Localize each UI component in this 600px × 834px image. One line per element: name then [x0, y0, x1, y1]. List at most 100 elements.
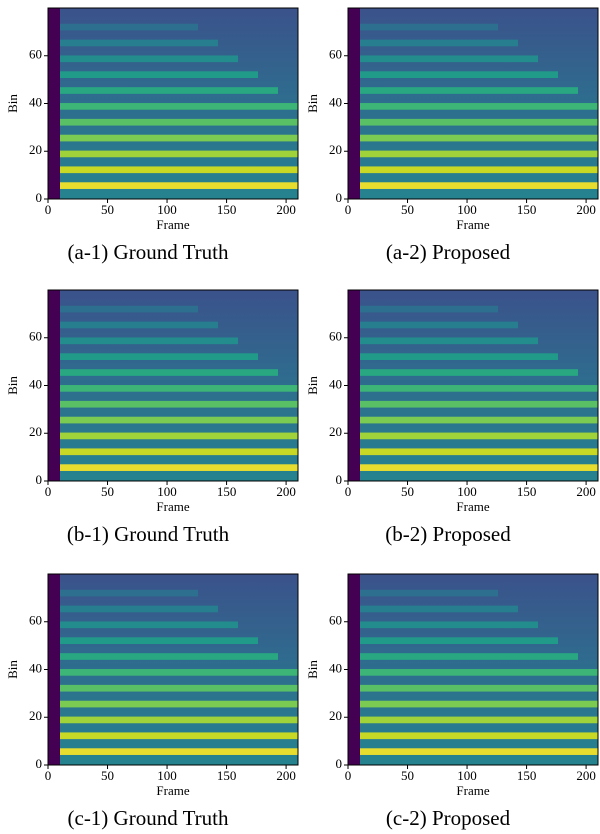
y-tick-label: 20: [329, 424, 342, 439]
harmonic-stripe: [348, 134, 598, 142]
silence-band: [348, 574, 360, 765]
harmonic-stripe: [348, 416, 598, 424]
harmonic-stripe: [48, 166, 298, 174]
caption: (b-1) Ground Truth: [67, 522, 230, 546]
y-tick-label: 20: [329, 142, 342, 157]
x-axis-label: Frame: [156, 217, 189, 232]
harmonic-stripe: [348, 448, 598, 456]
y-tick-label: 40: [329, 94, 342, 109]
harmonic-stripe: [348, 748, 598, 755]
harmonic-stripe: [48, 716, 298, 724]
y-tick-label: 0: [36, 756, 43, 771]
silence-band: [48, 574, 60, 765]
harmonic-stripe: [48, 464, 298, 471]
x-tick-label: 150: [217, 202, 237, 217]
y-axis-label: Bin: [305, 660, 320, 679]
y-axis-label: Bin: [305, 376, 320, 395]
y-tick-label: 20: [29, 708, 42, 723]
harmonic-stripe: [48, 700, 298, 708]
x-tick-label: 150: [517, 768, 537, 783]
x-tick-label: 150: [517, 484, 537, 499]
harmonic-stripe: [348, 55, 538, 63]
harmonic-stripe: [348, 118, 598, 126]
y-tick-label: 20: [29, 142, 42, 157]
subplot: 0 50 100 150 200 0 20 40 60 Frame Bin (c-2) Propose…: [305, 573, 599, 830]
harmonic-stripe: [348, 321, 518, 329]
x-tick-label: 100: [157, 768, 177, 783]
harmonic-stripe: [348, 103, 598, 110]
subplot: 0 50 100 150 200 0 20 40 60 Frame Bin (a-2) Propose…: [305, 7, 599, 264]
x-axis-label: Frame: [456, 783, 489, 798]
y-tick-label: 40: [29, 94, 42, 109]
caption: (a-2) Proposed: [386, 240, 511, 264]
harmonic-stripe: [348, 669, 598, 676]
x-tick-label: 0: [45, 768, 52, 783]
harmonic-stripe: [348, 653, 578, 660]
y-axis-label: Bin: [5, 660, 20, 679]
y-tick-label: 60: [329, 613, 342, 628]
x-tick-label: 50: [401, 484, 414, 499]
harmonic-stripe: [48, 39, 218, 47]
x-tick-label: 150: [217, 484, 237, 499]
harmonic-stripe: [48, 653, 278, 660]
harmonic-stripe: [348, 605, 518, 613]
harmonic-stripe: [348, 700, 598, 708]
y-tick-label: 0: [36, 190, 43, 205]
x-tick-label: 150: [517, 202, 537, 217]
harmonic-stripe: [48, 400, 298, 408]
harmonic-stripe: [48, 321, 218, 329]
x-tick-label: 50: [101, 484, 114, 499]
x-tick-label: 0: [45, 202, 52, 217]
harmonic-stripe: [348, 39, 518, 47]
harmonic-stripe: [348, 305, 498, 313]
silence-band: [348, 290, 360, 481]
harmonic-stripe: [48, 385, 298, 392]
x-tick-label: 100: [157, 484, 177, 499]
y-tick-label: 60: [29, 47, 42, 62]
x-tick-label: 200: [276, 202, 296, 217]
harmonic-stripe: [348, 369, 578, 376]
y-tick-label: 60: [29, 329, 42, 344]
caption: (c-1) Ground Truth: [68, 806, 229, 830]
harmonic-stripe: [48, 748, 298, 755]
y-tick-label: 40: [329, 660, 342, 675]
x-tick-label: 200: [276, 484, 296, 499]
harmonic-stripe: [348, 400, 598, 408]
y-tick-label: 60: [329, 329, 342, 344]
x-tick-label: 0: [345, 484, 352, 499]
y-axis-label: Bin: [305, 94, 320, 113]
harmonic-stripe: [48, 182, 298, 189]
x-tick-label: 100: [157, 202, 177, 217]
x-tick-label: 150: [217, 768, 237, 783]
harmonic-stripe: [48, 589, 198, 597]
y-tick-label: 0: [336, 472, 343, 487]
silence-band: [48, 8, 60, 199]
harmonic-stripe: [48, 23, 198, 31]
x-tick-label: 50: [101, 202, 114, 217]
harmonic-stripe: [48, 621, 238, 629]
x-tick-label: 100: [457, 768, 477, 783]
harmonic-stripe: [48, 55, 238, 63]
caption: (a-1) Ground Truth: [68, 240, 229, 264]
y-tick-label: 40: [29, 376, 42, 391]
harmonic-stripe: [48, 416, 298, 424]
harmonic-stripe: [348, 182, 598, 189]
harmonic-stripe: [348, 432, 598, 440]
x-axis-label: Frame: [156, 499, 189, 514]
harmonic-stripe: [48, 684, 298, 692]
subplot: 0 50 100 150 200 0 20 40 60 Frame Bin (b-2) Propose…: [305, 289, 599, 546]
x-tick-label: 100: [457, 202, 477, 217]
y-tick-label: 0: [336, 190, 343, 205]
harmonic-stripe: [48, 150, 298, 158]
x-tick-label: 50: [101, 768, 114, 783]
caption: (b-2) Proposed: [385, 522, 511, 546]
caption: (c-2) Proposed: [386, 806, 511, 830]
x-axis-label: Frame: [456, 499, 489, 514]
y-tick-label: 60: [29, 613, 42, 628]
y-tick-label: 40: [329, 376, 342, 391]
x-axis-label: Frame: [156, 783, 189, 798]
y-tick-label: 0: [36, 472, 43, 487]
subplot: 0 50 100 150 200 0 20 40 60 Frame Bin (b-1) Ground …: [5, 289, 299, 546]
harmonic-stripe: [48, 134, 298, 142]
harmonic-stripe: [48, 448, 298, 456]
